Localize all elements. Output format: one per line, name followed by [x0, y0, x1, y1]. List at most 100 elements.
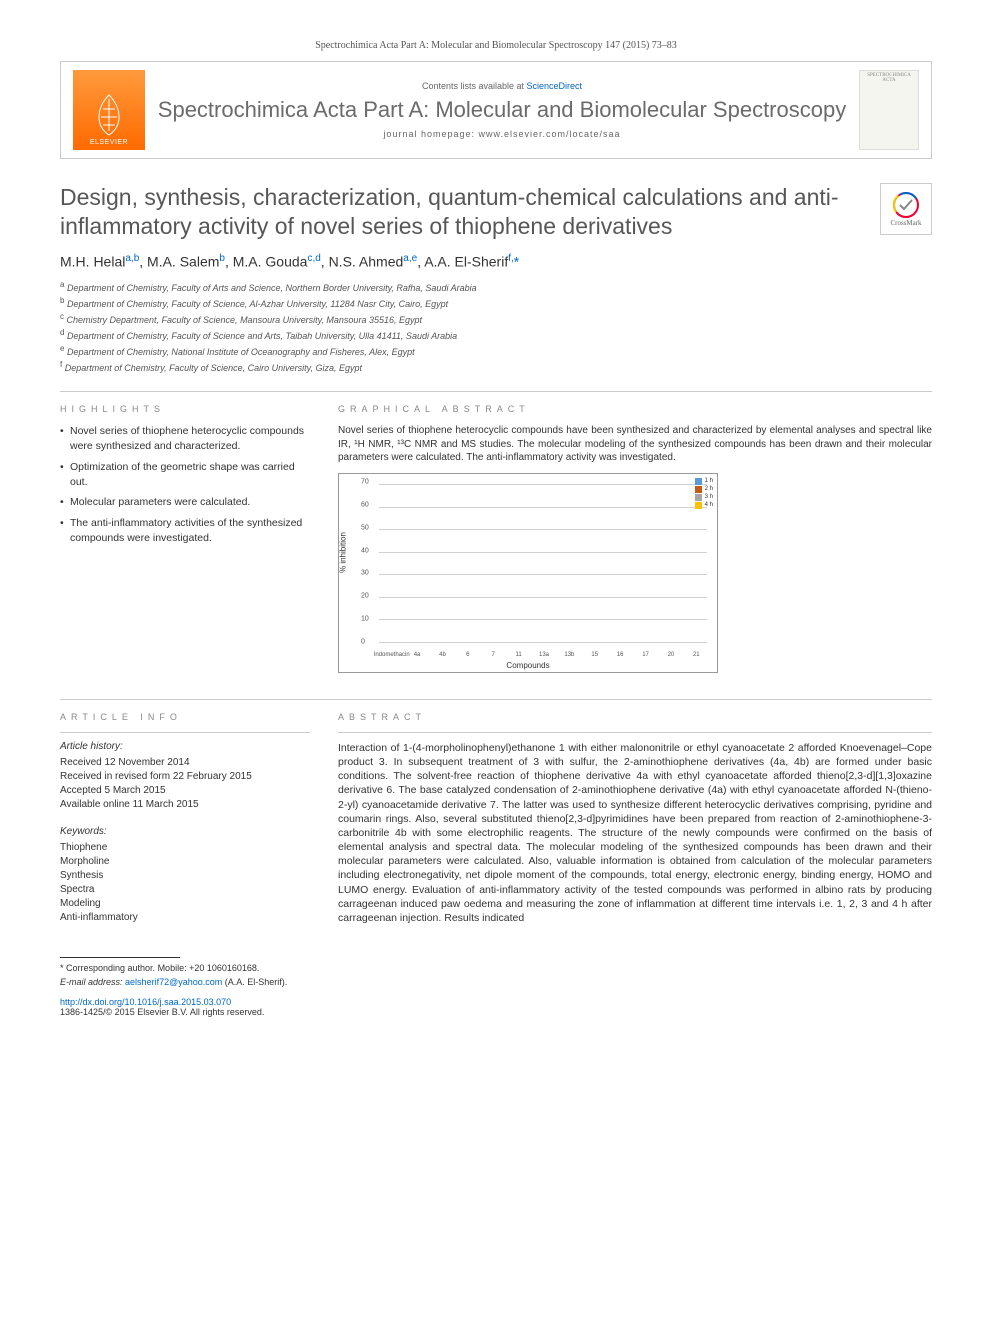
- chart-x-tick: 6: [466, 652, 469, 658]
- chart-x-tick: 15: [591, 652, 598, 658]
- chart-y-tick: 50: [361, 524, 369, 531]
- crossmark-icon: [892, 191, 920, 219]
- publisher-logo: ELSEVIER: [73, 70, 145, 150]
- article-title: Design, synthesis, characterization, qua…: [60, 183, 868, 241]
- legend-item: 4 h: [695, 502, 713, 509]
- masthead-center: Contents lists available at ScienceDirec…: [145, 81, 859, 139]
- legend-label: 1 h: [705, 478, 713, 484]
- crossmark-label: CrossMark: [890, 219, 921, 227]
- history-lines: Received 12 November 2014Received in rev…: [60, 756, 310, 812]
- running-header: Spectrochimica Acta Part A: Molecular an…: [60, 40, 932, 51]
- legend-swatch: [695, 486, 702, 493]
- corresponding-email-link[interactable]: aelsherif72@yahoo.com: [125, 977, 222, 987]
- abstract-text: Interaction of 1-(4-morpholinophenyl)eth…: [338, 741, 932, 925]
- affiliation: f Department of Chemistry, Faculty of Sc…: [60, 359, 932, 375]
- footer-block: * Corresponding author. Mobile: +20 1060…: [60, 957, 932, 1017]
- chart-y-tick: 20: [361, 593, 369, 600]
- separator: [338, 732, 932, 733]
- separator: [60, 732, 310, 733]
- article-info-column: ARTICLE INFO Article history: Received 1…: [60, 712, 310, 925]
- chart-x-tick: 17: [642, 652, 649, 658]
- journal-cover-thumbnail: SPECTROCHIMICA ACTA: [859, 70, 919, 150]
- title-row: Design, synthesis, characterization, qua…: [60, 183, 932, 241]
- highlight-item: Molecular parameters were calculated.: [60, 495, 310, 510]
- history-line: Received 12 November 2014: [60, 756, 310, 770]
- email-author: (A.A. El-Sherif).: [225, 977, 288, 987]
- chart-y-tick: 40: [361, 547, 369, 554]
- info-abstract-row: ARTICLE INFO Article history: Received 1…: [60, 712, 932, 925]
- publisher-name: ELSEVIER: [90, 139, 128, 146]
- chart-x-tick: 20: [668, 652, 675, 658]
- inhibition-bar-chart: % inhibitionCompounds010203040506070Indo…: [338, 473, 718, 673]
- history-heading: Article history:: [60, 741, 310, 752]
- article-info-heading: ARTICLE INFO: [60, 712, 310, 722]
- highlights-column: HIGHLIGHTS Novel series of thiophene het…: [60, 404, 310, 687]
- contents-line: Contents lists available at ScienceDirec…: [145, 81, 859, 91]
- elsevier-tree-icon: [85, 91, 133, 139]
- chart-x-tick: 21: [693, 652, 700, 658]
- keyword: Synthesis: [60, 869, 310, 883]
- crossmark-badge[interactable]: CrossMark: [880, 183, 932, 235]
- journal-masthead: ELSEVIER Contents lists available at Sci…: [60, 61, 932, 159]
- highlights-heading: HIGHLIGHTS: [60, 404, 310, 414]
- graphical-abstract-column: GRAPHICAL ABSTRACT Novel series of thiop…: [338, 404, 932, 687]
- highlight-item: The anti-inflammatory activities of the …: [60, 516, 310, 545]
- sciencedirect-link[interactable]: ScienceDirect: [527, 81, 583, 91]
- affiliation-list: a Department of Chemistry, Faculty of Ar…: [60, 279, 932, 375]
- chart-plot-area: [379, 484, 707, 642]
- corr-mobile: * Corresponding author. Mobile: +20 1060…: [60, 962, 932, 976]
- email-label: E-mail address:: [60, 977, 123, 987]
- chart-x-tick: 16: [617, 652, 624, 658]
- journal-name: Spectrochimica Acta Part A: Molecular an…: [145, 97, 859, 123]
- contents-text: Contents lists available at: [422, 81, 527, 91]
- legend-item: 3 h: [695, 494, 713, 501]
- keywords-heading: Keywords:: [60, 826, 310, 837]
- affiliation: e Department of Chemistry, National Inst…: [60, 343, 932, 359]
- keyword: Anti-inflammatory: [60, 911, 310, 925]
- chart-gridline: [379, 642, 707, 643]
- chart-y-tick: 0: [361, 638, 365, 645]
- doi-line: http://dx.doi.org/10.1016/j.saa.2015.03.…: [60, 997, 932, 1007]
- highlights-ga-row: HIGHLIGHTS Novel series of thiophene het…: [60, 404, 932, 687]
- corresponding-author-note: * Corresponding author. Mobile: +20 1060…: [60, 962, 932, 989]
- journal-homepage: journal homepage: www.elsevier.com/locat…: [145, 129, 859, 139]
- legend-label: 4 h: [705, 502, 713, 508]
- separator: [60, 699, 932, 700]
- chart-x-axis-label: Compounds: [506, 661, 549, 670]
- chart-x-tick: Indomethacin: [374, 652, 410, 658]
- legend-swatch: [695, 502, 702, 509]
- chart-y-tick: 70: [361, 478, 369, 485]
- highlight-item: Novel series of thiophene heterocyclic c…: [60, 424, 310, 453]
- affiliation: c Chemistry Department, Faculty of Scien…: [60, 311, 932, 327]
- chart-x-tick: 13a: [539, 652, 549, 658]
- chart-legend: 1 h 2 h3 h4 h: [695, 478, 713, 510]
- legend-item: 1 h: [695, 478, 713, 485]
- doi-link[interactable]: http://dx.doi.org/10.1016/j.saa.2015.03.…: [60, 997, 231, 1007]
- legend-item: 2 h: [695, 486, 713, 493]
- affiliation: a Department of Chemistry, Faculty of Ar…: [60, 279, 932, 295]
- separator: [60, 391, 932, 392]
- chart-x-tick: 7: [492, 652, 495, 658]
- history-line: Received in revised form 22 February 201…: [60, 770, 310, 784]
- footnote-rule: [60, 957, 180, 958]
- abstract-column: ABSTRACT Interaction of 1-(4-morpholinop…: [338, 712, 932, 925]
- article-info-block: Article history: Received 12 November 20…: [60, 741, 310, 925]
- chart-x-tick: 4a: [414, 652, 421, 658]
- abstract-heading: ABSTRACT: [338, 712, 932, 722]
- keyword: Modeling: [60, 897, 310, 911]
- chart-y-tick: 10: [361, 616, 369, 623]
- keyword: Thiophene: [60, 841, 310, 855]
- issn-copyright: 1386-1425/© 2015 Elsevier B.V. All right…: [60, 1007, 932, 1017]
- keyword: Spectra: [60, 883, 310, 897]
- graphical-abstract-heading: GRAPHICAL ABSTRACT: [338, 404, 932, 414]
- chart-y-tick: 30: [361, 570, 369, 577]
- chart-x-tick: 4b: [439, 652, 446, 658]
- chart-y-axis-label: % inhibition: [339, 532, 348, 573]
- legend-swatch: [695, 478, 702, 485]
- history-line: Available online 11 March 2015: [60, 798, 310, 812]
- corr-email-line: E-mail address: aelsherif72@yahoo.com (A…: [60, 976, 932, 990]
- affiliation: d Department of Chemistry, Faculty of Sc…: [60, 327, 932, 343]
- author-list: M.H. Helala,b, M.A. Salemb, M.A. Goudac,…: [60, 253, 932, 270]
- affiliation: b Department of Chemistry, Faculty of Sc…: [60, 295, 932, 311]
- legend-swatch: [695, 494, 702, 501]
